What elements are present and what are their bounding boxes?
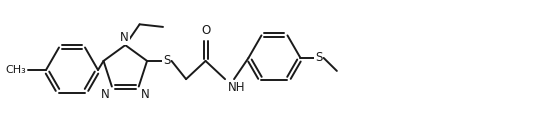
Text: CH₃: CH₃ xyxy=(5,65,26,75)
Text: N: N xyxy=(141,88,150,101)
Text: S: S xyxy=(315,51,322,64)
Text: N: N xyxy=(101,88,110,101)
Text: O: O xyxy=(201,24,210,37)
Text: N: N xyxy=(120,31,128,44)
Text: S: S xyxy=(163,54,170,67)
Text: NH: NH xyxy=(228,81,246,94)
